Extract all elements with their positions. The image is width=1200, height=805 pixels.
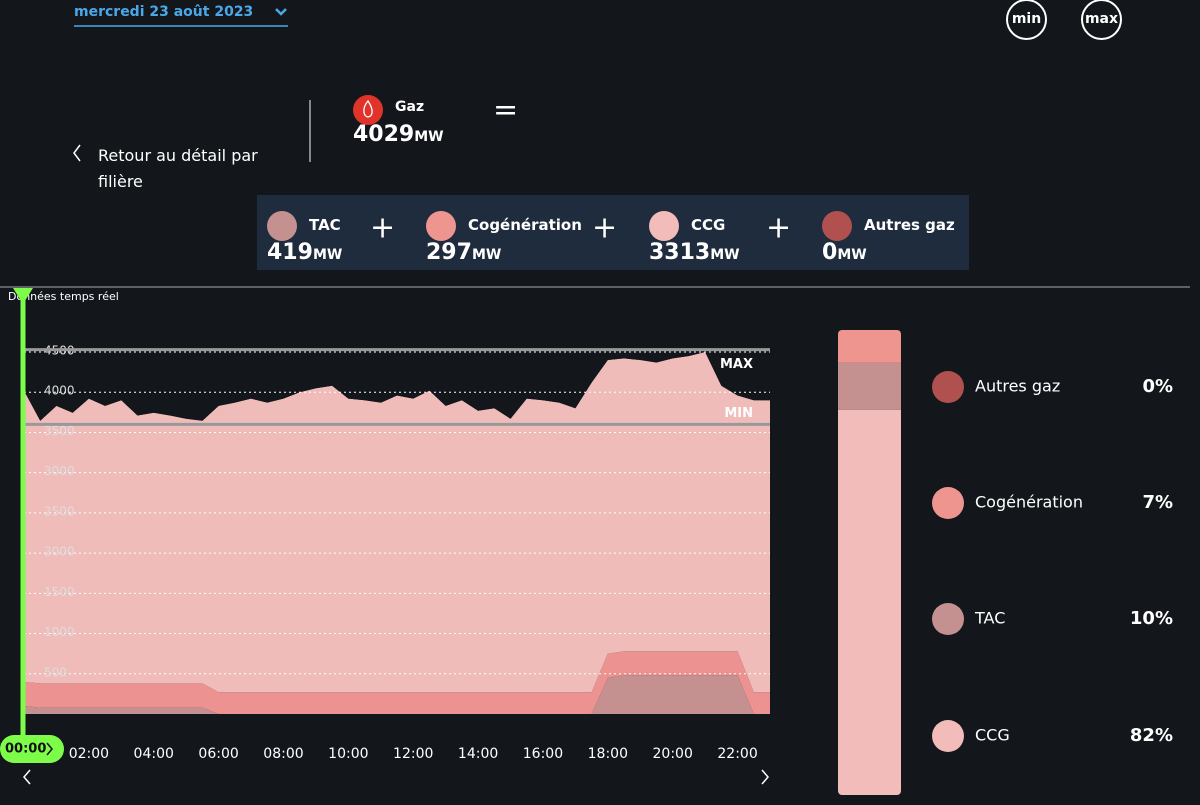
date-select[interactable]: mercredi 23 août 2023 — [74, 4, 254, 20]
share-segment — [838, 409, 901, 795]
unit: MW — [312, 247, 343, 263]
x-tick-label: 14:00 — [458, 746, 498, 762]
breakdown-icon — [426, 211, 456, 241]
reference-label: MAX — [720, 357, 753, 372]
total-value: 4029MW — [353, 122, 444, 147]
dropdown-icon — [275, 8, 287, 16]
legend-value: 0% — [1142, 376, 1173, 397]
total-name: Gaz — [395, 99, 425, 115]
plus: + — [370, 211, 395, 246]
breakdown-name: CCG — [691, 216, 726, 234]
breakdown-icon — [822, 211, 852, 241]
unit: MW — [471, 247, 502, 263]
y-tick-label: 2500 — [44, 504, 75, 518]
top-outline — [24, 338, 770, 421]
gas-icon — [353, 95, 383, 125]
breakdown-name: Cogénération — [468, 216, 582, 234]
cursor-handle — [13, 288, 33, 304]
legend-value: 82% — [1130, 725, 1173, 746]
cursor-pill[interactable] — [0, 735, 64, 763]
cursor-arrow — [46, 742, 53, 756]
x-tick-label: 06:00 — [198, 746, 238, 762]
area — [24, 651, 770, 714]
cursor-label: 00:00 — [5, 742, 46, 757]
legend-name: Cogénération — [975, 493, 1083, 512]
number: 297 — [426, 240, 472, 265]
share-segment — [838, 362, 901, 410]
x-tick-label: 18:00 — [588, 746, 628, 762]
area — [24, 352, 770, 693]
x-tick-label: 20:00 — [653, 746, 693, 762]
legend-icon — [932, 487, 964, 519]
unit: MW — [414, 129, 444, 145]
breakdown-value: 0MW — [822, 240, 867, 265]
total-number: 4029 — [353, 122, 415, 147]
breakdown-value: 3313MW — [649, 240, 740, 265]
legend-name: TAC — [974, 609, 1005, 628]
legend-icon — [932, 603, 964, 635]
x-tick-label: 02:00 — [69, 746, 109, 762]
x-tick-label: 04:00 — [134, 746, 174, 762]
back-link[interactable]: Retour au détail par filière — [98, 146, 258, 191]
breakdown-icon — [267, 211, 297, 241]
breakdown-name: TAC — [309, 216, 341, 234]
legend-icon — [932, 371, 964, 403]
next-arrow[interactable] — [761, 769, 769, 785]
y-tick-label: 2000 — [44, 545, 75, 559]
y-tick-label: 3000 — [44, 464, 75, 478]
unit: MW — [710, 247, 740, 263]
x-tick-label: 12:00 — [393, 746, 433, 762]
flame — [363, 99, 373, 118]
number: 0 — [822, 240, 838, 265]
equals: = — [493, 93, 518, 128]
y-tick-label: 500 — [44, 665, 67, 679]
legend-value: 7% — [1142, 492, 1173, 513]
area — [24, 675, 770, 714]
legend-icon — [932, 720, 964, 752]
reference-label: MIN — [724, 406, 753, 421]
legend-value: 10% — [1130, 608, 1173, 629]
breakdown-value: 419MW — [267, 240, 342, 265]
x-tick-label: 16:00 — [523, 746, 563, 762]
y-tick-label: 4000 — [44, 384, 75, 398]
legend-name: Autres gaz — [975, 377, 1060, 396]
unit: MW — [837, 247, 867, 263]
share-segment — [838, 330, 901, 363]
chart-title: Données temps réel — [8, 290, 119, 303]
breakdown-name: Autres gaz — [864, 216, 955, 234]
breakdown-value: 297MW — [426, 240, 501, 265]
breakdown-icon — [649, 211, 679, 241]
number: 419 — [267, 240, 313, 265]
prev-arrow[interactable] — [23, 769, 31, 785]
share-bar — [838, 330, 901, 795]
y-tick-label: 1500 — [44, 585, 75, 599]
y-tick-label: 3500 — [44, 424, 75, 438]
max-button[interactable]: max — [1081, 0, 1122, 40]
back-icon — [73, 144, 81, 162]
legend-name: CCG — [975, 726, 1010, 745]
min-button[interactable]: min — [1006, 0, 1047, 40]
x-tick-label: 10:00 — [328, 746, 368, 762]
plus: + — [592, 211, 617, 246]
x-tick-label: 08:00 — [263, 746, 303, 762]
plus: + — [766, 211, 791, 246]
y-tick-label: 1000 — [44, 625, 75, 639]
number: 3313 — [649, 240, 711, 265]
x-tick-label: 22:00 — [717, 746, 757, 762]
